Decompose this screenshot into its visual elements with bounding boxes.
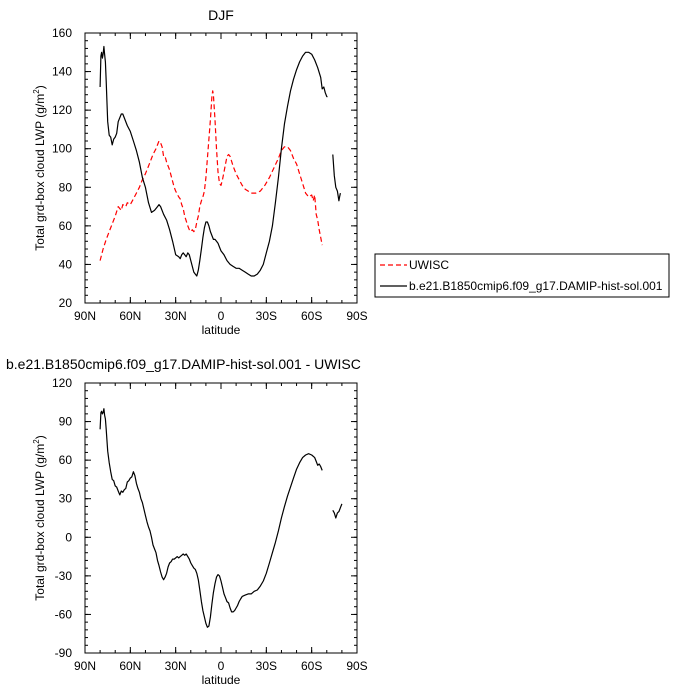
chart-title: DJF <box>208 7 234 23</box>
y-tick-label: 40 <box>59 257 73 271</box>
plot-frame <box>84 382 358 654</box>
y-tick-label: 160 <box>52 26 72 40</box>
y-tick-label: 140 <box>52 65 72 79</box>
y-tick-label: -30 <box>55 569 73 583</box>
top-panel: DJF 90N 60N 30N 0 30S 60S 90S 20 40 60 80 100 120 140 1… <box>32 7 670 337</box>
legend-label: UWISC <box>409 258 449 272</box>
y-axis-label-sup: 2 <box>32 89 41 94</box>
x-tick-label: 90S <box>346 309 367 323</box>
y-tick-label: 90 <box>59 415 73 429</box>
y-tick-label: -90 <box>55 646 73 660</box>
series-line-1 <box>332 154 341 202</box>
y-axis-label-sup: 2 <box>32 439 41 444</box>
y-tick-label: 60 <box>59 219 73 233</box>
series-line-0 <box>99 408 323 628</box>
y-tick-label: 30 <box>59 492 73 506</box>
x-tick-label: 90N <box>74 659 96 673</box>
x-tick-label: 60S <box>301 659 322 673</box>
x-axis-label: latitude <box>202 323 241 337</box>
plot-frame <box>84 32 358 304</box>
series-line-0 <box>99 90 323 261</box>
x-tick-label: 90S <box>346 659 367 673</box>
y-tick-label: 60 <box>59 453 73 467</box>
series-line-1 <box>99 45 328 277</box>
y-axis-label-text: Total grd-box cloud LWP (g/m <box>33 94 47 251</box>
y-tick-label: 80 <box>59 180 73 194</box>
y-tick-label: 120 <box>52 103 72 117</box>
y-tick-label: -60 <box>55 607 73 621</box>
y-tick-label: 20 <box>59 296 73 310</box>
x-tick-label: 30S <box>256 659 277 673</box>
bottom-panel: b.e21.B1850cmip6.f09_g17.DAMIP-hist-sol.… <box>6 356 368 687</box>
x-tick-label: 60S <box>301 309 322 323</box>
y-axis-label-close: ) <box>33 85 47 89</box>
y-tick-label: 100 <box>52 142 72 156</box>
series-line-0 <box>332 503 343 519</box>
x-tick-label: 0 <box>218 659 225 673</box>
x-axis-label: latitude <box>202 673 241 687</box>
y-axis-label: Total grd-box cloud LWP (g/m2) <box>32 85 47 250</box>
y-tick-label: 0 <box>65 530 72 544</box>
y-axis-label-close: ) <box>33 435 47 439</box>
x-tick-label: 60N <box>119 659 141 673</box>
legend-label: b.e21.B1850cmip6.f09_g17.DAMIP-hist-sol.… <box>409 279 663 293</box>
chart-title: b.e21.B1850cmip6.f09_g17.DAMIP-hist-sol.… <box>6 356 361 372</box>
x-tick-label: 30N <box>165 309 187 323</box>
x-tick-label: 90N <box>74 309 96 323</box>
x-tick-label: 30N <box>165 659 187 673</box>
x-tick-label: 60N <box>119 309 141 323</box>
x-tick-label: 0 <box>218 309 225 323</box>
y-axis-label-text: Total grd-box cloud LWP (g/m <box>33 444 47 601</box>
y-axis-label: Total grd-box cloud LWP (g/m2) <box>32 435 47 600</box>
legend-box <box>374 253 670 298</box>
y-tick-label: 120 <box>52 376 72 390</box>
x-tick-label: 30S <box>256 309 277 323</box>
